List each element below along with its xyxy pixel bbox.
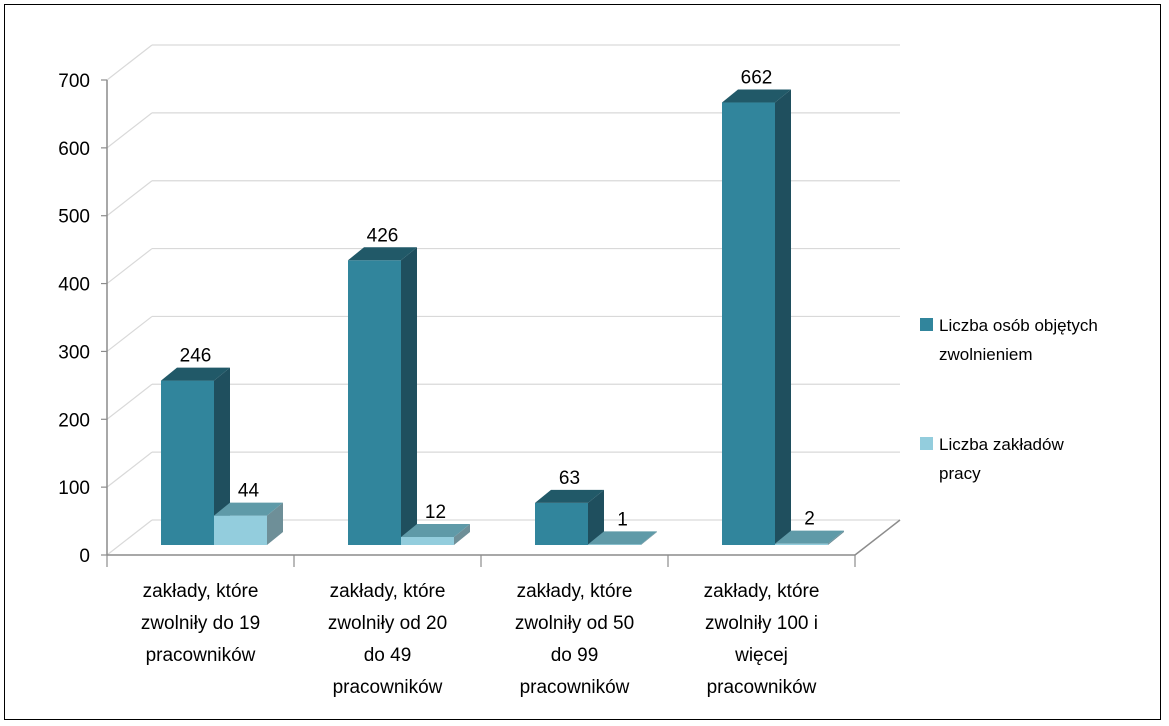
bar-side-1-0 [267, 502, 283, 545]
bar-osoby-2 [535, 502, 588, 545]
category-label: zwolniły 100 i [705, 613, 818, 634]
category-label: pracowników [520, 677, 630, 698]
legend-label: Liczba zakładów [939, 435, 1064, 454]
bar-side-1-3 [828, 530, 844, 545]
y-tick-label: 700 [58, 71, 90, 92]
category-label: zakłady, które [330, 581, 446, 602]
gridline-side-700 [106, 44, 153, 81]
bar-top-1-3 [775, 530, 844, 544]
bar-osoby-1 [348, 260, 401, 545]
gridline-side-100 [106, 451, 153, 488]
category-label: pracowników [333, 677, 443, 698]
legend-swatch-0 [920, 318, 933, 331]
y-tick-label: 300 [58, 342, 90, 363]
data-label: 12 [425, 502, 446, 523]
category-label: zakłady, które [704, 581, 820, 602]
y-tick-label: 200 [58, 410, 90, 431]
legend-label: zwolnieniem [939, 345, 1033, 364]
data-label: 1 [617, 509, 628, 530]
y-tick-label: 0 [79, 546, 90, 567]
bar-zaklady-2 [588, 544, 641, 545]
gridline-side-0 [106, 519, 153, 556]
bar-zaklady-3 [775, 543, 828, 545]
y-tick-label: 100 [58, 478, 90, 499]
data-label: 426 [367, 225, 399, 246]
bar-top-0-3 [722, 89, 791, 103]
legend-label: pracy [939, 464, 981, 483]
data-label: 44 [238, 481, 260, 502]
bar-top-0-1 [348, 247, 417, 261]
category-label: zwolniły od 20 [328, 613, 447, 634]
category-label: zakłady, które [517, 581, 633, 602]
y-tick-label: 600 [58, 139, 90, 160]
category-label: zakłady, które [143, 581, 259, 602]
bar-side-0-3 [775, 89, 791, 545]
bar-side-0-0 [214, 367, 230, 545]
category-label: zwolniły od 50 [515, 613, 634, 634]
data-label: 63 [559, 468, 580, 489]
gridline-side-200 [106, 383, 153, 420]
bar-side-1-1 [454, 523, 470, 545]
bar-osoby-0 [161, 380, 214, 545]
bar-top-1-1 [401, 523, 470, 537]
data-label: 662 [741, 68, 773, 89]
data-label: 246 [180, 346, 212, 367]
category-label: pracowników [707, 677, 817, 698]
gridline-side-500 [106, 180, 153, 217]
category-label: więcej [734, 645, 788, 666]
legend-swatch-1 [920, 437, 933, 450]
bar-zaklady-1 [401, 536, 454, 545]
y-tick-label: 500 [58, 207, 90, 228]
bar-zaklady-0 [214, 515, 267, 545]
bar-side-0-1 [401, 247, 417, 545]
category-label: pracowników [146, 645, 256, 666]
category-label: do 99 [551, 645, 599, 666]
data-label: 2 [804, 509, 815, 530]
gridline-side-300 [106, 315, 153, 352]
bar-side-0-2 [588, 489, 604, 545]
bar-top-1-2 [588, 531, 657, 545]
bar-osoby-3 [722, 102, 775, 545]
floor-right-edge [854, 519, 901, 556]
legend-label: Liczba osób objętych [939, 316, 1098, 335]
bar-top-0-0 [161, 367, 230, 381]
chart-frame [4, 4, 1161, 720]
category-label: zwolniły do 19 [141, 613, 260, 634]
category-label: do 49 [364, 645, 412, 666]
gridline-side-400 [106, 248, 153, 285]
y-tick-label: 400 [58, 275, 90, 296]
gridline-side-600 [106, 112, 153, 149]
bar-side-1-2 [641, 531, 657, 545]
bar-top-1-0 [214, 502, 283, 516]
bar-top-0-2 [535, 489, 604, 503]
